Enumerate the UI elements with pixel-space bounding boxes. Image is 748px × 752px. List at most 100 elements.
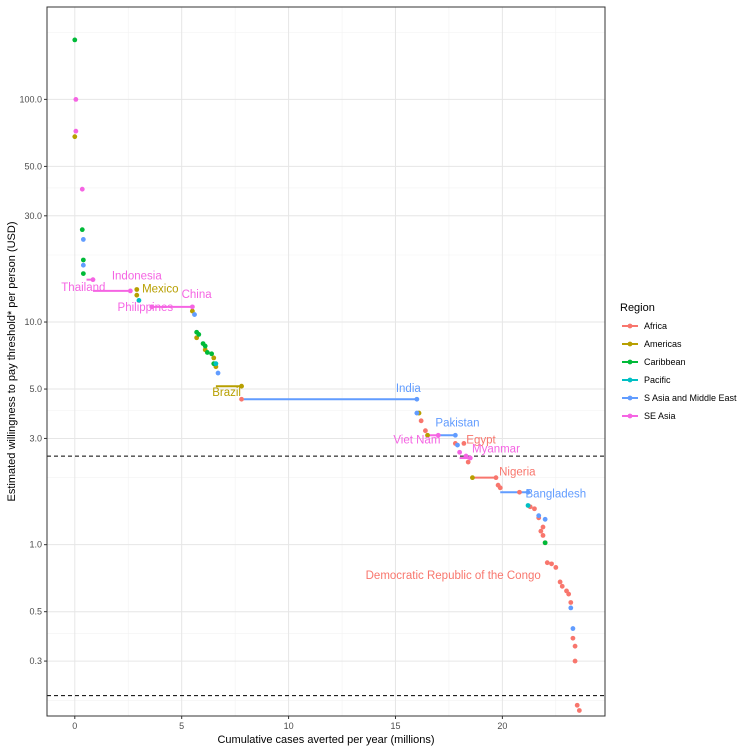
point-africa <box>497 485 503 491</box>
point-s-asia-and-middle-east <box>568 605 574 611</box>
point-americas <box>239 383 244 389</box>
data-points <box>72 37 582 713</box>
x-tick-label: 15 <box>390 721 400 731</box>
legend-key-point <box>627 359 633 365</box>
point-africa <box>540 533 546 538</box>
label-china: China <box>182 289 213 301</box>
point-caribbean <box>72 37 78 43</box>
point-africa <box>540 524 546 530</box>
y-tick-label: 0.3 <box>29 656 42 666</box>
point-pacific <box>136 298 142 303</box>
point-americas <box>134 287 140 292</box>
legend-key-point <box>627 341 633 347</box>
point-africa <box>570 635 576 641</box>
point-africa <box>572 658 578 664</box>
point-se-asia <box>73 96 79 102</box>
point-caribbean <box>80 257 86 263</box>
point-s-asia-and-middle-east <box>455 442 460 448</box>
plot-panel-border <box>46 6 606 717</box>
point-africa <box>549 561 554 567</box>
legend-label-caribbean: Caribbean <box>644 357 686 367</box>
point-se-asia <box>127 288 133 294</box>
country-labels: Indonesia Thailand Mexico China Philippines B… <box>61 271 586 583</box>
legend-key-point <box>627 395 633 401</box>
point-s-asia-and-middle-east <box>80 237 86 242</box>
point-americas <box>189 308 195 314</box>
point-s-asia-and-middle-east <box>536 513 542 519</box>
point-pacific <box>213 361 219 367</box>
label-indonesia: Indonesia <box>112 271 162 283</box>
point-africa <box>557 579 563 585</box>
point-africa <box>568 600 574 605</box>
label-viet-nam: Viet Nam <box>393 434 440 446</box>
point-americas <box>470 475 475 481</box>
y-tick-label: 3.0 <box>29 433 42 443</box>
point-s-asia-and-middle-east <box>80 262 86 268</box>
point-africa <box>566 591 572 597</box>
point-se-asia <box>457 449 463 455</box>
label-india: India <box>396 383 422 395</box>
reference-lines <box>47 455 605 697</box>
point-caribbean <box>204 350 210 355</box>
label-nigeria: Nigeria <box>499 466 536 478</box>
label-bangladesh: Bangladesh <box>525 488 586 500</box>
y-tick-label: 1.0 <box>29 540 42 550</box>
legend: Region Africa Americas Caribbean Pacific S A… <box>620 302 737 421</box>
point-africa <box>517 489 522 495</box>
axes: 0 5 10 15 20 0.3 0.5 1.0 3.0 5.0 10.0 30.0 50.0 100.0 <box>19 94 507 731</box>
label-mexico: Mexico <box>142 283 178 295</box>
point-africa <box>572 643 578 649</box>
point-americas <box>72 134 78 140</box>
point-se-asia <box>463 453 469 459</box>
point-caribbean <box>209 351 215 357</box>
y-tick-label: 100.0 <box>19 94 42 104</box>
point-africa <box>461 441 467 446</box>
point-americas <box>134 292 140 298</box>
point-s-asia-and-middle-east <box>215 370 221 376</box>
y-tick-label: 10.0 <box>24 317 42 327</box>
point-s-asia-and-middle-east <box>452 432 458 438</box>
point-s-asia-and-middle-east <box>542 516 548 522</box>
label-egypt: Egypt <box>466 434 496 446</box>
point-africa <box>239 396 244 402</box>
point-africa <box>532 506 537 512</box>
legend-title: Region <box>620 302 655 314</box>
y-tick-label: 0.5 <box>29 607 42 617</box>
point-pacific <box>525 503 531 508</box>
point-africa <box>418 418 424 424</box>
legend-key-point <box>627 377 633 383</box>
label-myanmar: Myanmar <box>472 443 520 455</box>
point-africa <box>538 528 544 534</box>
x-axis-title: Cumulative cases averted per year (milli… <box>217 734 434 746</box>
point-caribbean <box>80 271 86 277</box>
point-se-asia <box>90 277 96 283</box>
point-africa <box>574 702 580 708</box>
point-se-asia <box>79 186 85 192</box>
point-se-asia <box>435 432 441 438</box>
label-democratic-republic-of-the-congo: Democratic Republic of the Congo <box>366 570 541 582</box>
point-americas <box>425 432 430 438</box>
x-tick-label: 10 <box>284 721 294 731</box>
legend-key-point <box>627 413 633 419</box>
point-africa <box>544 560 550 566</box>
label-pakistan: Pakistan <box>435 417 479 429</box>
point-caribbean <box>542 540 548 546</box>
point-s-asia-and-middle-east <box>414 396 420 402</box>
y-tick-label: 5.0 <box>29 384 42 394</box>
x-tick-label: 0 <box>72 721 77 731</box>
point-caribbean <box>79 227 85 233</box>
point-africa <box>423 428 428 434</box>
point-se-asia <box>189 304 195 310</box>
y-tick-label: 30.0 <box>24 211 42 221</box>
point-s-asia-and-middle-east <box>192 312 197 317</box>
point-africa <box>559 583 565 589</box>
grid-lines <box>47 7 605 716</box>
point-africa <box>576 708 582 713</box>
point-se-asia <box>73 128 79 134</box>
point-africa <box>465 459 471 465</box>
legend-label-americas: Americas <box>644 339 682 349</box>
legend-label-s-asia-and-middle-east: S Asia and Middle East <box>644 393 737 403</box>
legend-label-pacific: Pacific <box>644 375 671 385</box>
point-s-asia-and-middle-east <box>570 626 576 631</box>
x-tick-label: 20 <box>497 721 507 731</box>
